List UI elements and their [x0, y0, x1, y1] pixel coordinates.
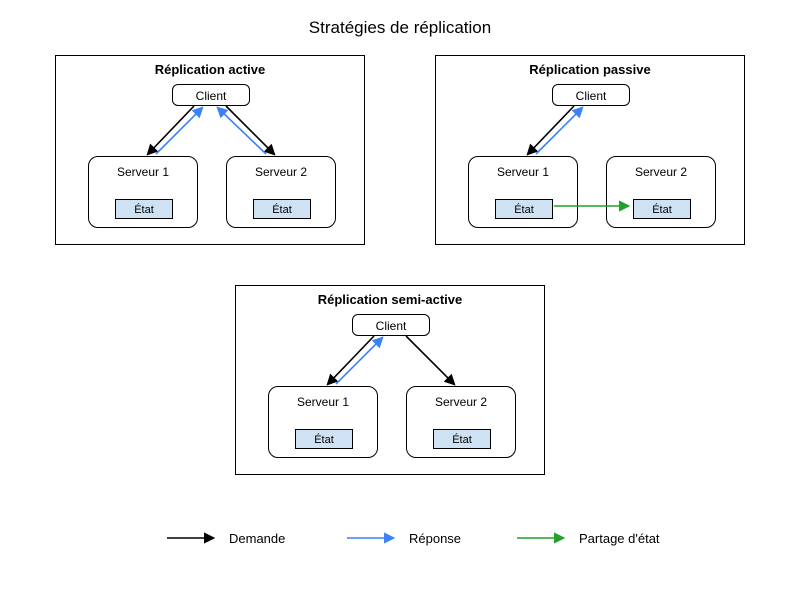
panel-title-active: Réplication active	[56, 62, 364, 77]
server-box-1: Serveur 1 État	[468, 156, 578, 228]
server-label: Serveur 1	[269, 395, 377, 409]
legend-item-share: Partage d'état	[515, 530, 660, 546]
panel-active: Réplication activeClientServeur 1ÉtatSer…	[55, 55, 365, 245]
panel-passive: Réplication passiveClientServeur 1ÉtatSe…	[435, 55, 745, 245]
state-box: État	[633, 199, 691, 219]
state-box: État	[253, 199, 311, 219]
server-label: Serveur 2	[227, 165, 335, 179]
legend-item-request: Demande	[165, 530, 285, 546]
client-box: Client	[172, 84, 250, 106]
server-label: Serveur 2	[407, 395, 515, 409]
server-box-2: Serveur 2 État	[606, 156, 716, 228]
server-label: Serveur 2	[607, 165, 715, 179]
legend-item-response: Réponse	[345, 530, 461, 546]
state-box: État	[433, 429, 491, 449]
state-box: État	[295, 429, 353, 449]
client-box: Client	[552, 84, 630, 106]
server-box-1: Serveur 1 État	[268, 386, 378, 458]
main-title: Stratégies de réplication	[0, 18, 800, 38]
state-box: État	[115, 199, 173, 219]
server-box-2: Serveur 2 État	[226, 156, 336, 228]
panel-title-passive: Réplication passive	[436, 62, 744, 77]
client-box: Client	[352, 314, 430, 336]
panel-semi: Réplication semi-active Client Serveur 1 Ét…	[235, 285, 545, 475]
panel-title-semi: Réplication semi-active	[236, 292, 544, 307]
server-label: Serveur 1	[89, 165, 197, 179]
legend-label: Réponse	[409, 531, 461, 546]
state-box: État	[495, 199, 553, 219]
legend-label: Demande	[229, 531, 285, 546]
legend-label: Partage d'état	[579, 531, 660, 546]
server-box-2: Serveur 2 État	[406, 386, 516, 458]
server-label: Serveur 1	[469, 165, 577, 179]
server-box-1: Serveur 1 État	[88, 156, 198, 228]
